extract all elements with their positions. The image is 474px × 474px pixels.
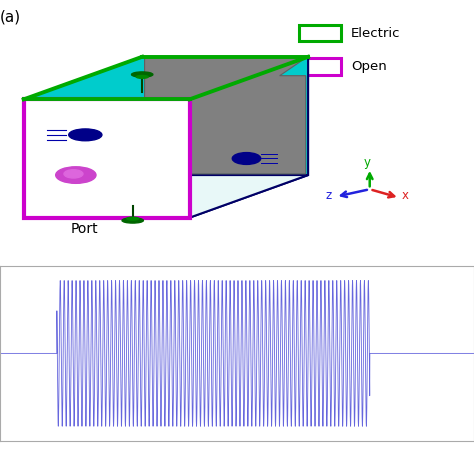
Text: (a): (a): [0, 9, 21, 25]
Bar: [299, 25, 341, 41]
Text: x: x: [402, 189, 409, 202]
Ellipse shape: [56, 167, 96, 183]
Ellipse shape: [232, 153, 261, 164]
Polygon shape: [24, 175, 308, 218]
Ellipse shape: [137, 75, 148, 78]
Ellipse shape: [127, 217, 138, 220]
Polygon shape: [24, 100, 190, 218]
Text: z: z: [325, 189, 331, 202]
Polygon shape: [24, 57, 308, 100]
Bar: [299, 58, 341, 74]
Ellipse shape: [122, 218, 143, 223]
Text: Electric: Electric: [351, 27, 400, 40]
Ellipse shape: [69, 129, 102, 141]
Text: Open: Open: [351, 60, 386, 73]
Polygon shape: [142, 57, 308, 175]
Text: Port: Port: [71, 222, 99, 236]
Ellipse shape: [64, 170, 83, 178]
Text: y: y: [364, 155, 371, 169]
Polygon shape: [145, 58, 306, 174]
Ellipse shape: [132, 72, 153, 77]
Polygon shape: [190, 57, 308, 218]
